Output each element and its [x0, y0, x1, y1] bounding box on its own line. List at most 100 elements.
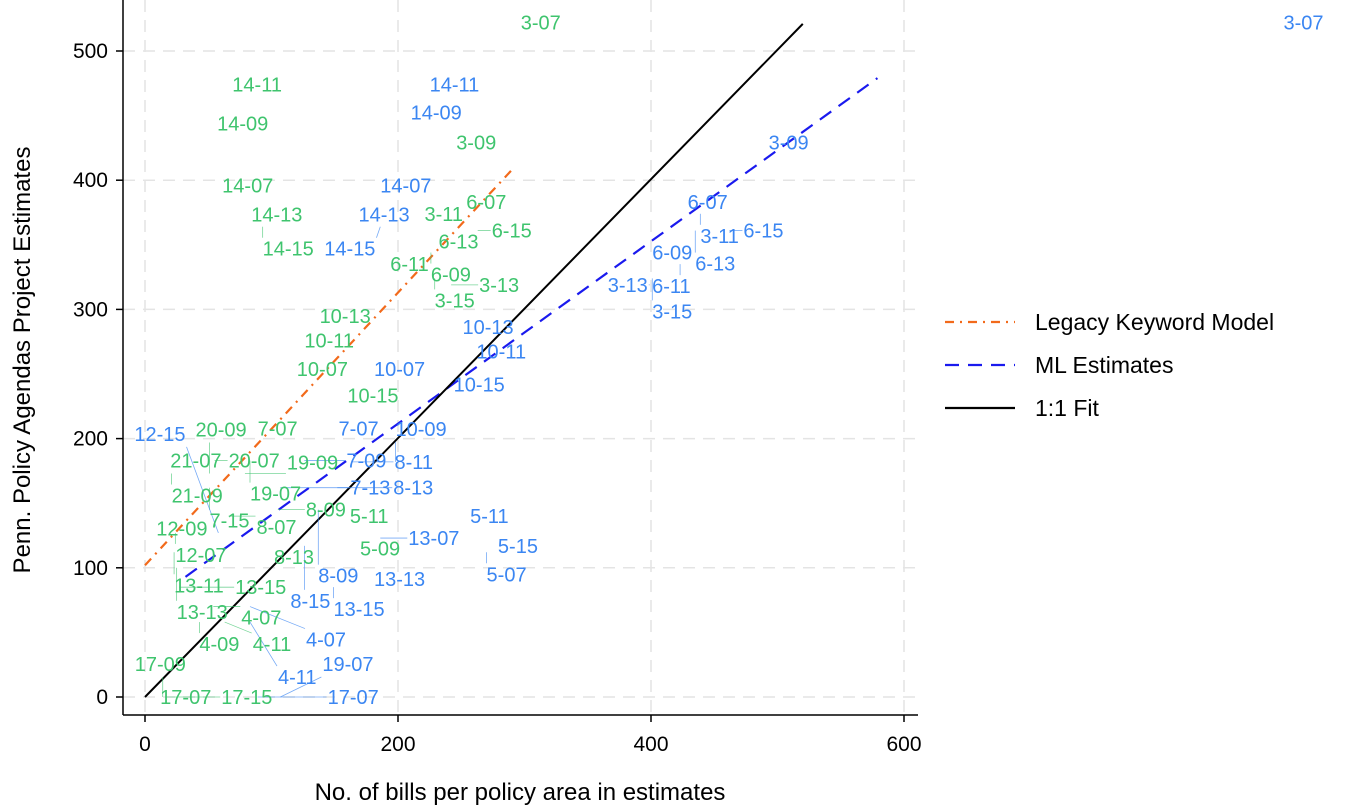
point-label: 8-15 [290, 591, 330, 613]
point-label: 20-09 [196, 419, 247, 441]
point-label: 6-13 [438, 232, 478, 254]
point-label: 3-07 [1284, 13, 1324, 35]
point-label: 5-09 [360, 538, 400, 560]
point-label: 17-09 [135, 654, 186, 676]
point-label: 6-11 [390, 254, 429, 276]
point-label: 10-15 [347, 385, 398, 407]
y-tick-label: 100 [73, 557, 108, 580]
point-label: 4-09 [199, 634, 239, 656]
point-label: 8-13 [274, 547, 314, 569]
point-label: 6-07 [688, 192, 728, 214]
label-leader-line [376, 226, 381, 238]
point-label: 20-07 [229, 451, 280, 473]
x-tick-label: 200 [380, 733, 415, 756]
label-leader-line [186, 446, 219, 534]
point-label: 4-07 [241, 608, 281, 630]
axis-ticks: 0 200 400 600 0 100 200 300 400 500 [73, 40, 922, 756]
point-label: 10-07 [297, 359, 348, 381]
point-label: 8-09 [318, 566, 358, 588]
y-tick-label: 300 [73, 298, 108, 321]
point-label: 14-07 [380, 175, 431, 197]
x-tick-label: 600 [886, 733, 921, 756]
point-label: 7-13 [350, 478, 390, 500]
point-label: 5-15 [498, 536, 538, 558]
point-label: 13-11 [174, 575, 224, 597]
point-label: 10-07 [374, 359, 425, 381]
point-label: 3-13 [479, 275, 519, 297]
point-label: 3-15 [435, 290, 475, 312]
point-label: 14-09 [217, 113, 268, 135]
label-leader-line [224, 621, 252, 634]
point-label: 17-15 [221, 687, 272, 709]
point-label: 17-07 [160, 687, 211, 709]
fit-line [184, 77, 879, 578]
label-leader-line [249, 606, 306, 629]
point-label: 13-13 [177, 602, 228, 624]
point-label: 6-07 [466, 192, 506, 214]
y-tick-label: 200 [73, 428, 108, 451]
point-label: 3-09 [456, 133, 496, 155]
point-label: 14-11 [232, 75, 282, 97]
point-label: 10-11 [304, 330, 354, 352]
point-label: 6-09 [431, 265, 471, 287]
x-tick-label: 400 [633, 733, 668, 756]
point-label: 19-07 [322, 654, 373, 676]
gridlines [123, 0, 918, 715]
y-tick-label: 0 [96, 686, 108, 709]
point-label: 6-11 [652, 276, 691, 298]
point-label: 6-09 [652, 243, 692, 265]
point-label: 6-13 [695, 254, 735, 276]
y-tick-label: 500 [73, 40, 108, 63]
legend-label: Legacy Keyword Model [1035, 309, 1274, 335]
point-label: 17-07 [328, 687, 379, 709]
point-label: 7-09 [346, 451, 386, 473]
point-label: 10-15 [454, 374, 505, 396]
point-label: 12-15 [134, 424, 185, 446]
point-label: 7-07 [339, 418, 379, 440]
x-tick-label: 0 [139, 733, 151, 756]
point-label: 14-13 [251, 204, 302, 226]
point-label: 5-11 [350, 506, 389, 528]
point-label: 21-07 [170, 451, 221, 473]
point-label: 14-09 [411, 102, 462, 124]
point-label: 19-07 [250, 484, 301, 506]
y-axis-label: Penn. Policy Agendas Project Estimates [9, 147, 36, 574]
point-label: 8-11 [394, 452, 433, 474]
point-label: 13-15 [333, 599, 384, 621]
point-label: 14-15 [324, 239, 375, 261]
point-label: 14-11 [430, 75, 480, 97]
point-label: 12-07 [175, 545, 226, 567]
point-label: 10-11 [476, 341, 526, 363]
point-label: 6-15 [492, 221, 532, 243]
point-label: 14-07 [222, 175, 273, 197]
legend-label: 1:1 Fit [1035, 395, 1100, 421]
fit-line [144, 169, 513, 566]
point-label: 3-11 [424, 204, 463, 226]
x-axis-label: No. of bills per policy area in estimate… [315, 779, 726, 806]
point-label: 10-13 [463, 317, 514, 339]
point-label: 14-13 [359, 204, 410, 226]
y-tick-label: 400 [73, 169, 108, 192]
label-leader-line [249, 621, 278, 667]
point-label: 4-11 [278, 667, 317, 689]
point-label: 3-11 [700, 226, 739, 248]
point-label: 5-07 [487, 564, 527, 586]
point-label: 3-15 [652, 301, 692, 323]
point-labels: 3-0714-1114-093-0914-0714-1314-156-073-1… [134, 13, 1323, 709]
point-label: 8-07 [256, 517, 296, 539]
point-label: 14-15 [263, 239, 314, 261]
point-label: 21-09 [172, 485, 223, 507]
point-label: 6-15 [743, 221, 783, 243]
point-label: 10-13 [320, 306, 371, 328]
point-label: 3-09 [769, 133, 809, 155]
point-label: 8-09 [306, 500, 346, 522]
fit-line [144, 23, 804, 698]
point-label: 8-13 [393, 478, 433, 500]
point-label: 19-09 [287, 452, 338, 474]
point-label: 4-07 [306, 630, 346, 652]
legend-label: ML Estimates [1035, 352, 1173, 378]
label-leader-lines [162, 213, 743, 698]
label-leader-line [280, 676, 322, 698]
point-label: 13-07 [408, 528, 459, 550]
